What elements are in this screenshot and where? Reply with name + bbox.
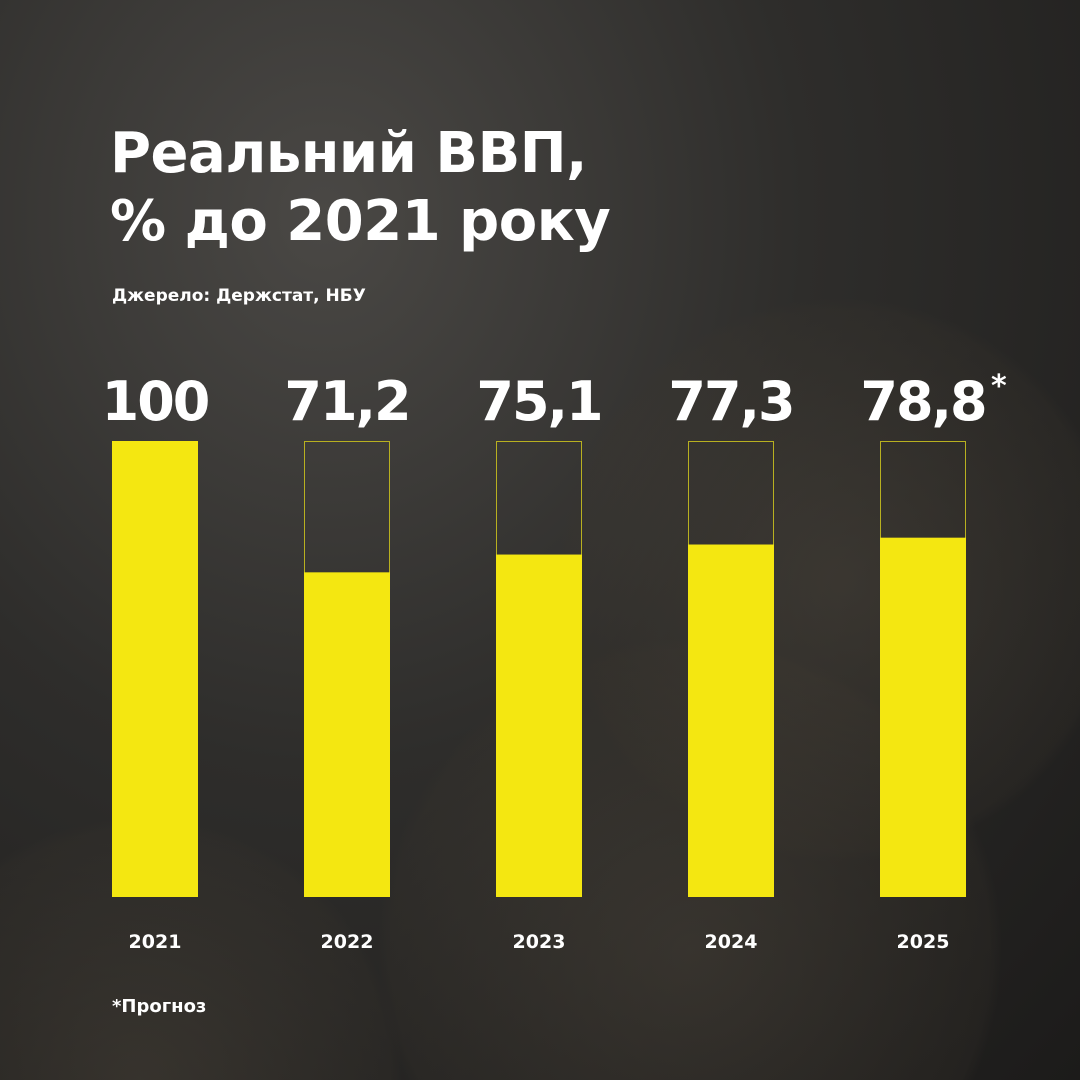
x-tick-label: 2023	[513, 931, 566, 953]
bar-2022	[304, 572, 390, 897]
x-tick-label: 2021	[129, 931, 182, 953]
forecast-footnote: *Прогноз	[112, 996, 207, 1017]
source-note: Джерело: Держстат, НБУ	[112, 286, 366, 306]
value-label: 100	[102, 370, 209, 433]
bar-2025	[880, 537, 966, 897]
value-label: 77,3	[668, 370, 793, 433]
chart-title: Реальний ВВП, % до 2021 року	[110, 120, 611, 256]
bar-2021	[112, 441, 198, 897]
bar-2023	[496, 554, 582, 897]
x-tick-label: 2022	[321, 931, 374, 953]
value-label: 71,2	[284, 370, 409, 433]
title-line-2: % до 2021 року	[110, 189, 611, 254]
value-label: 75,1	[476, 370, 601, 433]
title-line-1: Реальний ВВП,	[110, 121, 587, 186]
x-tick-label: 2025	[897, 931, 950, 953]
forecast-asterisk: *	[991, 369, 1007, 404]
value-label: 78,8	[860, 370, 985, 433]
x-tick-label: 2024	[705, 931, 758, 953]
bar-2024	[688, 544, 774, 897]
